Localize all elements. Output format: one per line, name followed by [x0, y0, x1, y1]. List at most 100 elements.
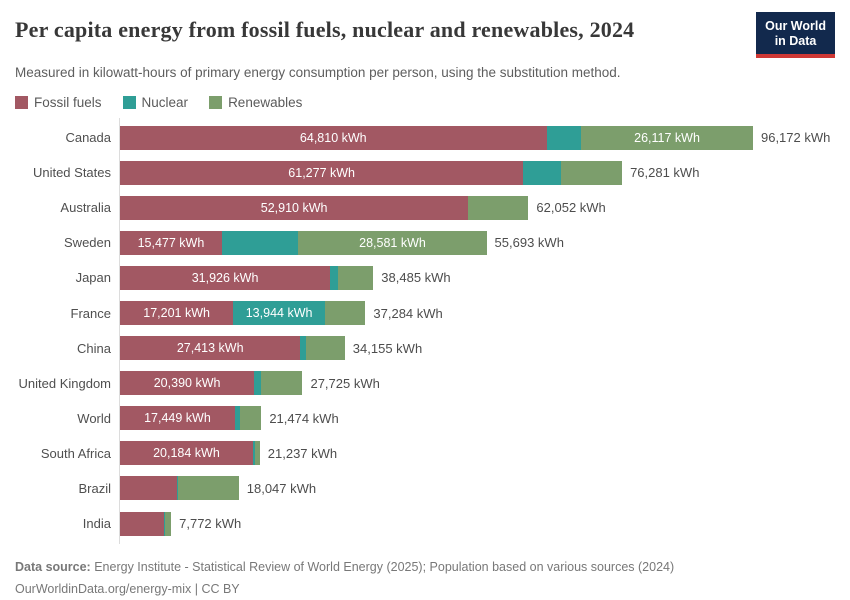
country-label[interactable]: South Africa [40, 445, 111, 461]
bar-segment-nuclear[interactable] [300, 336, 306, 361]
chart-row-china: China 27,413 kWh 34,155 kWh [15, 331, 835, 366]
stacked-bar: 64,810 kWh 26,117 kWh [120, 125, 753, 150]
total-value-label: 96,172 kWh [760, 130, 831, 146]
chart-row-sweden: Sweden 15,477 kWh 28,581 kWh 55,693 kWh [15, 225, 835, 260]
bar-segment-nuclear[interactable] [546, 125, 582, 150]
bar-segment-nuclear[interactable] [330, 265, 339, 290]
bar-segment-renewables[interactable] [261, 371, 303, 396]
stacked-bar: 61,277 kWh [120, 160, 623, 185]
stacked-bar: 20,184 kWh [120, 441, 260, 466]
country-label[interactable]: Canada [65, 130, 111, 146]
segment-value-label: 20,390 kWh [153, 376, 221, 391]
stacked-bar [120, 476, 239, 501]
stacked-bar: 17,201 kWh 13,944 kWh [120, 301, 366, 326]
total-value-label: 37,284 kWh [373, 305, 443, 321]
owid-logo-line2: in Data [774, 34, 817, 48]
bar-segment-nuclear[interactable] [176, 476, 178, 501]
owid-logo[interactable]: Our World in Data [756, 12, 835, 58]
country-label[interactable]: World [77, 410, 111, 426]
stacked-bar: 15,477 kWh 28,581 kWh [120, 230, 487, 255]
bar-segment-fossil-fuels[interactable]: 20,390 kWh [120, 371, 255, 396]
bar-segment-fossil-fuels[interactable]: 17,449 kWh [120, 406, 235, 431]
footer: Data source: Energy Institute - Statisti… [15, 557, 835, 600]
total-value-label: 38,485 kWh [381, 270, 451, 286]
bar-segment-nuclear[interactable] [164, 511, 165, 536]
legend-label: Renewables [228, 95, 303, 110]
bar-segment-renewables[interactable] [324, 301, 366, 326]
data-source-label: Data source: [15, 560, 91, 575]
legend-swatch-nuclear [122, 96, 136, 109]
country-label[interactable]: India [82, 516, 111, 532]
bar-segment-renewables[interactable] [468, 195, 529, 220]
data-source-line: Data source: Energy Institute - Statisti… [15, 557, 835, 579]
segment-value-label: 31,926 kWh [191, 270, 259, 285]
country-label[interactable]: United States [32, 165, 111, 181]
chart-row-india: India 7,772 kWh [15, 506, 835, 541]
country-label[interactable]: Australia [60, 200, 111, 216]
bar-segment-fossil-fuels[interactable]: 64,810 kWh [120, 125, 547, 150]
country-label[interactable]: United Kingdom [18, 375, 112, 391]
legend-item-fossil-fuels[interactable]: Fossil fuels [15, 95, 102, 110]
bar-segment-fossil-fuels[interactable] [120, 511, 165, 536]
total-value-label: 21,237 kWh [267, 445, 338, 461]
header: Per capita energy from fossil fuels, nuc… [15, 12, 835, 58]
stacked-bar: 52,910 kWh [120, 195, 529, 220]
total-value-label: 76,281 kWh [630, 165, 700, 181]
total-value-label: 62,052 kWh [536, 200, 606, 216]
bar-segment-fossil-fuels[interactable]: 20,184 kWh [120, 441, 253, 466]
country-label[interactable]: Japan [75, 270, 111, 286]
license-line: OurWorldinData.org/energy-mix | CC BY [15, 579, 835, 600]
segment-value-label: 17,449 kWh [144, 411, 211, 426]
data-source-text: Energy Institute - Statistical Review of… [90, 560, 675, 575]
bar-segment-fossil-fuels[interactable]: 27,413 kWh [120, 336, 301, 361]
segment-value-label: 15,477 kWh [137, 235, 205, 250]
bar-segment-renewables[interactable] [177, 476, 239, 501]
bar-segment-fossil-fuels[interactable]: 61,277 kWh [120, 160, 524, 185]
total-value-label: 27,725 kWh [310, 375, 380, 391]
legend-label: Nuclear [141, 95, 189, 110]
bar-segment-renewables[interactable] [305, 336, 345, 361]
bar-segment-renewables[interactable] [338, 265, 374, 290]
bar-segment-renewables[interactable] [240, 406, 262, 431]
segment-value-label: 26,117 kWh [634, 130, 700, 145]
bar-segment-fossil-fuels[interactable] [120, 476, 177, 501]
country-label[interactable]: Sweden [64, 235, 111, 251]
country-label[interactable]: China [77, 340, 111, 356]
stacked-bar: 27,413 kWh [120, 336, 345, 361]
owid-url-link[interactable]: OurWorldinData.org/energy-mix [15, 582, 192, 596]
bar-segment-nuclear[interactable] [221, 230, 299, 255]
stacked-bar: 20,390 kWh [120, 371, 303, 396]
segment-value-label: 28,581 kWh [359, 235, 426, 250]
total-value-label: 21,474 kWh [269, 410, 339, 426]
stacked-bar-chart: Canada 64,810 kWh 26,117 kWh 96,172 kWh Unit… [15, 118, 835, 545]
bar-segment-renewables[interactable] [560, 160, 623, 185]
bar-segment-renewables[interactable]: 26,117 kWh [581, 125, 753, 150]
chart-subtitle: Measured in kilowatt-hours of primary en… [15, 65, 621, 80]
cc-by-link[interactable]: CC BY [201, 582, 240, 596]
total-value-label: 55,693 kWh [494, 235, 564, 251]
bar-segment-nuclear[interactable] [523, 160, 561, 185]
bar-segment-nuclear[interactable] [254, 371, 262, 396]
bar-segment-renewables[interactable]: 28,581 kWh [298, 230, 487, 255]
bar-segment-nuclear[interactable]: 13,944 kWh [233, 301, 325, 326]
bar-segment-renewables[interactable] [164, 511, 172, 536]
legend: Fossil fuels Nuclear Renewables [15, 95, 835, 110]
bar-segment-fossil-fuels[interactable]: 17,201 kWh [120, 301, 234, 326]
chart-row-united-states: United States 61,277 kWh 76,281 kWh [15, 155, 835, 190]
country-label[interactable]: France [70, 305, 111, 321]
total-value-label: 34,155 kWh [352, 340, 423, 356]
bar-segment-nuclear[interactable] [234, 406, 241, 431]
bar-segment-fossil-fuels[interactable]: 31,926 kWh [120, 265, 331, 290]
stacked-bar [120, 511, 172, 536]
legend-item-renewables[interactable]: Renewables [209, 95, 302, 110]
bar-segment-fossil-fuels[interactable]: 52,910 kWh [120, 195, 469, 220]
country-label[interactable]: Brazil [78, 480, 111, 496]
legend-item-nuclear[interactable]: Nuclear [122, 95, 189, 110]
segment-value-label: 61,277 kWh [288, 165, 356, 180]
chart-row-japan: Japan 31,926 kWh 38,485 kWh [15, 260, 835, 295]
bar-segment-renewables[interactable] [255, 441, 260, 466]
owid-logo-line1: Our World [765, 19, 826, 33]
bar-segment-nuclear[interactable] [252, 441, 256, 466]
bar-segment-fossil-fuels[interactable]: 15,477 kWh [120, 230, 222, 255]
